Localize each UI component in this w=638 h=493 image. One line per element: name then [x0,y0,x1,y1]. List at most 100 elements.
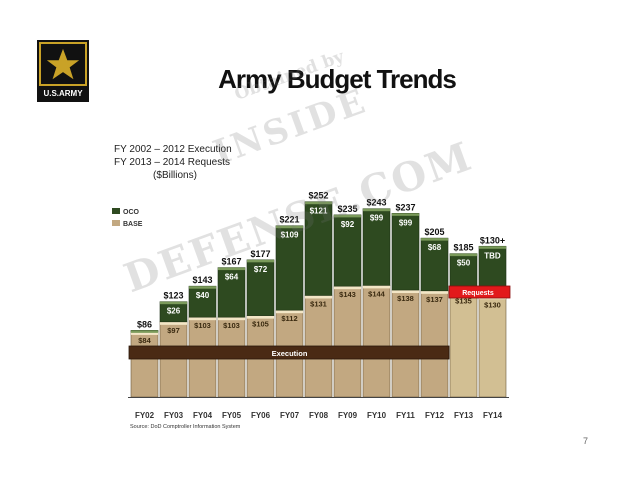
oco-value-label-fy13: $50 [457,259,471,268]
base-bar-fy09 [333,285,362,398]
base-value-label-fy08: $131 [310,299,327,308]
x-tick-label-fy09: FY09 [338,411,358,420]
oco-value-label-fy03: $26 [167,307,181,316]
oco-value-label-fy06: $72 [254,265,268,274]
total-value-label-fy08: $252 [308,191,328,201]
oco-bar-top-fy13 [450,253,477,257]
oco-bar-top-fy02 [131,330,158,333]
oco-value-label-fy09: $92 [341,220,355,229]
requests-band-label: Requests [462,290,494,297]
oco-bar-top-fy08 [305,201,332,205]
base-value-label-fy12: $137 [426,295,443,304]
oco-value-label-fy14: TBD [484,251,501,260]
base-bar-fy10 [362,285,391,398]
total-value-label-fy10: $243 [366,198,386,208]
oco-value-label-fy04: $40 [196,291,210,300]
base-bar-top-fy08 [305,295,332,299]
oco-bar-fy12 [420,237,449,292]
base-bar-top-fy06 [247,315,274,319]
legend-swatch-oco [112,208,120,214]
total-value-label-fy07: $221 [279,215,299,225]
oco-bar-fy03 [159,301,188,323]
oco-bar-fy10 [362,208,391,286]
oco-bar-top-fy12 [421,238,448,241]
source-note: Source: DoD Comptroller Information Syst… [130,424,241,430]
oco-bar-top-fy05 [218,267,245,271]
oco-value-label-fy07: $109 [281,231,299,240]
legend-label-oco: OCO [123,209,140,216]
total-value-label-fy06: $177 [250,249,270,259]
oco-bar-top-fy10 [363,208,390,212]
x-tick-label-fy08: FY08 [309,411,329,420]
base-bar-top-fy05 [218,317,245,321]
base-bar-top-fy10 [363,285,390,289]
total-value-label-fy13: $185 [453,243,473,253]
oco-value-label-fy10: $99 [370,214,384,223]
base-bar-fy14 [478,295,507,398]
page-number: 7 [582,436,588,446]
base-bar-fy12 [420,290,449,398]
note-execution-range: FY 2002 – 2012 Execution [114,144,232,155]
oco-bar-top-fy04 [189,286,216,289]
base-bar-top-fy11 [392,290,419,294]
slide-title: Army Budget Trends [218,64,457,94]
x-tick-label-fy10: FY10 [367,411,387,420]
base-bar-top-fy09 [334,286,361,290]
army-star-icon [45,47,81,81]
base-value-label-fy09: $143 [339,290,356,299]
x-tick-label-fy12: FY12 [425,411,445,420]
oco-bar-fy08 [304,201,333,296]
oco-bar-top-fy03 [160,301,187,305]
oco-bar-top-fy11 [392,213,419,216]
total-value-label-fy14: $130+ [480,235,505,245]
oco-bar-top-fy06 [247,259,274,263]
total-value-label-fy09: $235 [337,204,357,214]
x-tick-label-fy07: FY07 [280,411,300,420]
x-tick-label-fy05: FY05 [222,411,242,420]
base-bar-top-fy02 [131,331,158,335]
x-tick-label-fy03: FY03 [164,411,184,420]
army-logo-border [39,42,87,86]
base-bar-fy13 [449,292,478,398]
legend-label-base: BASE [123,221,143,228]
total-value-label-fy02: $86 [137,319,152,329]
base-value-label-fy14: $130 [484,300,501,309]
base-value-label-fy10: $144 [368,289,386,298]
oco-bar-top-fy14 [479,246,506,249]
base-value-label-fy05: $103 [223,321,240,330]
execution-band-label: Execution [272,349,308,358]
base-value-label-fy13: $135 [455,296,472,305]
x-tick-label-fy02: FY02 [135,411,155,420]
army-logo-text: U.S.ARMY [43,89,83,98]
oco-bar-fy11 [391,213,420,291]
oco-value-label-fy11: $99 [399,218,413,227]
total-value-label-fy04: $143 [192,275,212,285]
total-value-label-fy11: $237 [395,202,415,212]
base-bar-fy03 [159,321,188,398]
legend-swatch-base [112,220,120,226]
base-value-label-fy07: $112 [281,314,297,323]
oco-bar-top-fy07 [276,225,303,229]
oco-value-label-fy05: $64 [225,273,239,282]
base-bar-fy11 [391,289,420,398]
total-value-label-fy05: $167 [221,257,241,267]
oco-bar-fy04 [188,285,217,318]
oco-bar-fy09 [333,214,362,287]
requests-band [448,285,511,299]
budget-chart: $84 $86 FY02 $97 $26 $123 FY03 $103 $40 $143 FY04 $… [112,110,511,420]
base-bar-top-fy07 [276,310,303,314]
x-tick-label-fy13: FY13 [454,411,474,420]
base-value-label-fy11: $138 [397,294,414,303]
base-value-label-fy06: $105 [252,320,269,329]
oco-bar-fy07 [275,225,304,311]
x-tick-label-fy11: FY11 [396,411,415,420]
base-value-label-fy03: $97 [167,326,180,335]
base-value-label-fy04: $103 [194,321,211,330]
x-tick-label-fy14: FY14 [483,411,503,420]
total-value-label-fy03: $123 [163,291,183,301]
oco-value-label-fy12: $68 [428,243,442,252]
oco-value-label-fy08: $121 [310,207,328,216]
base-bar-top-fy04 [189,317,216,321]
oco-bar-fy06 [246,259,275,316]
oco-bar-top-fy09 [334,214,361,218]
